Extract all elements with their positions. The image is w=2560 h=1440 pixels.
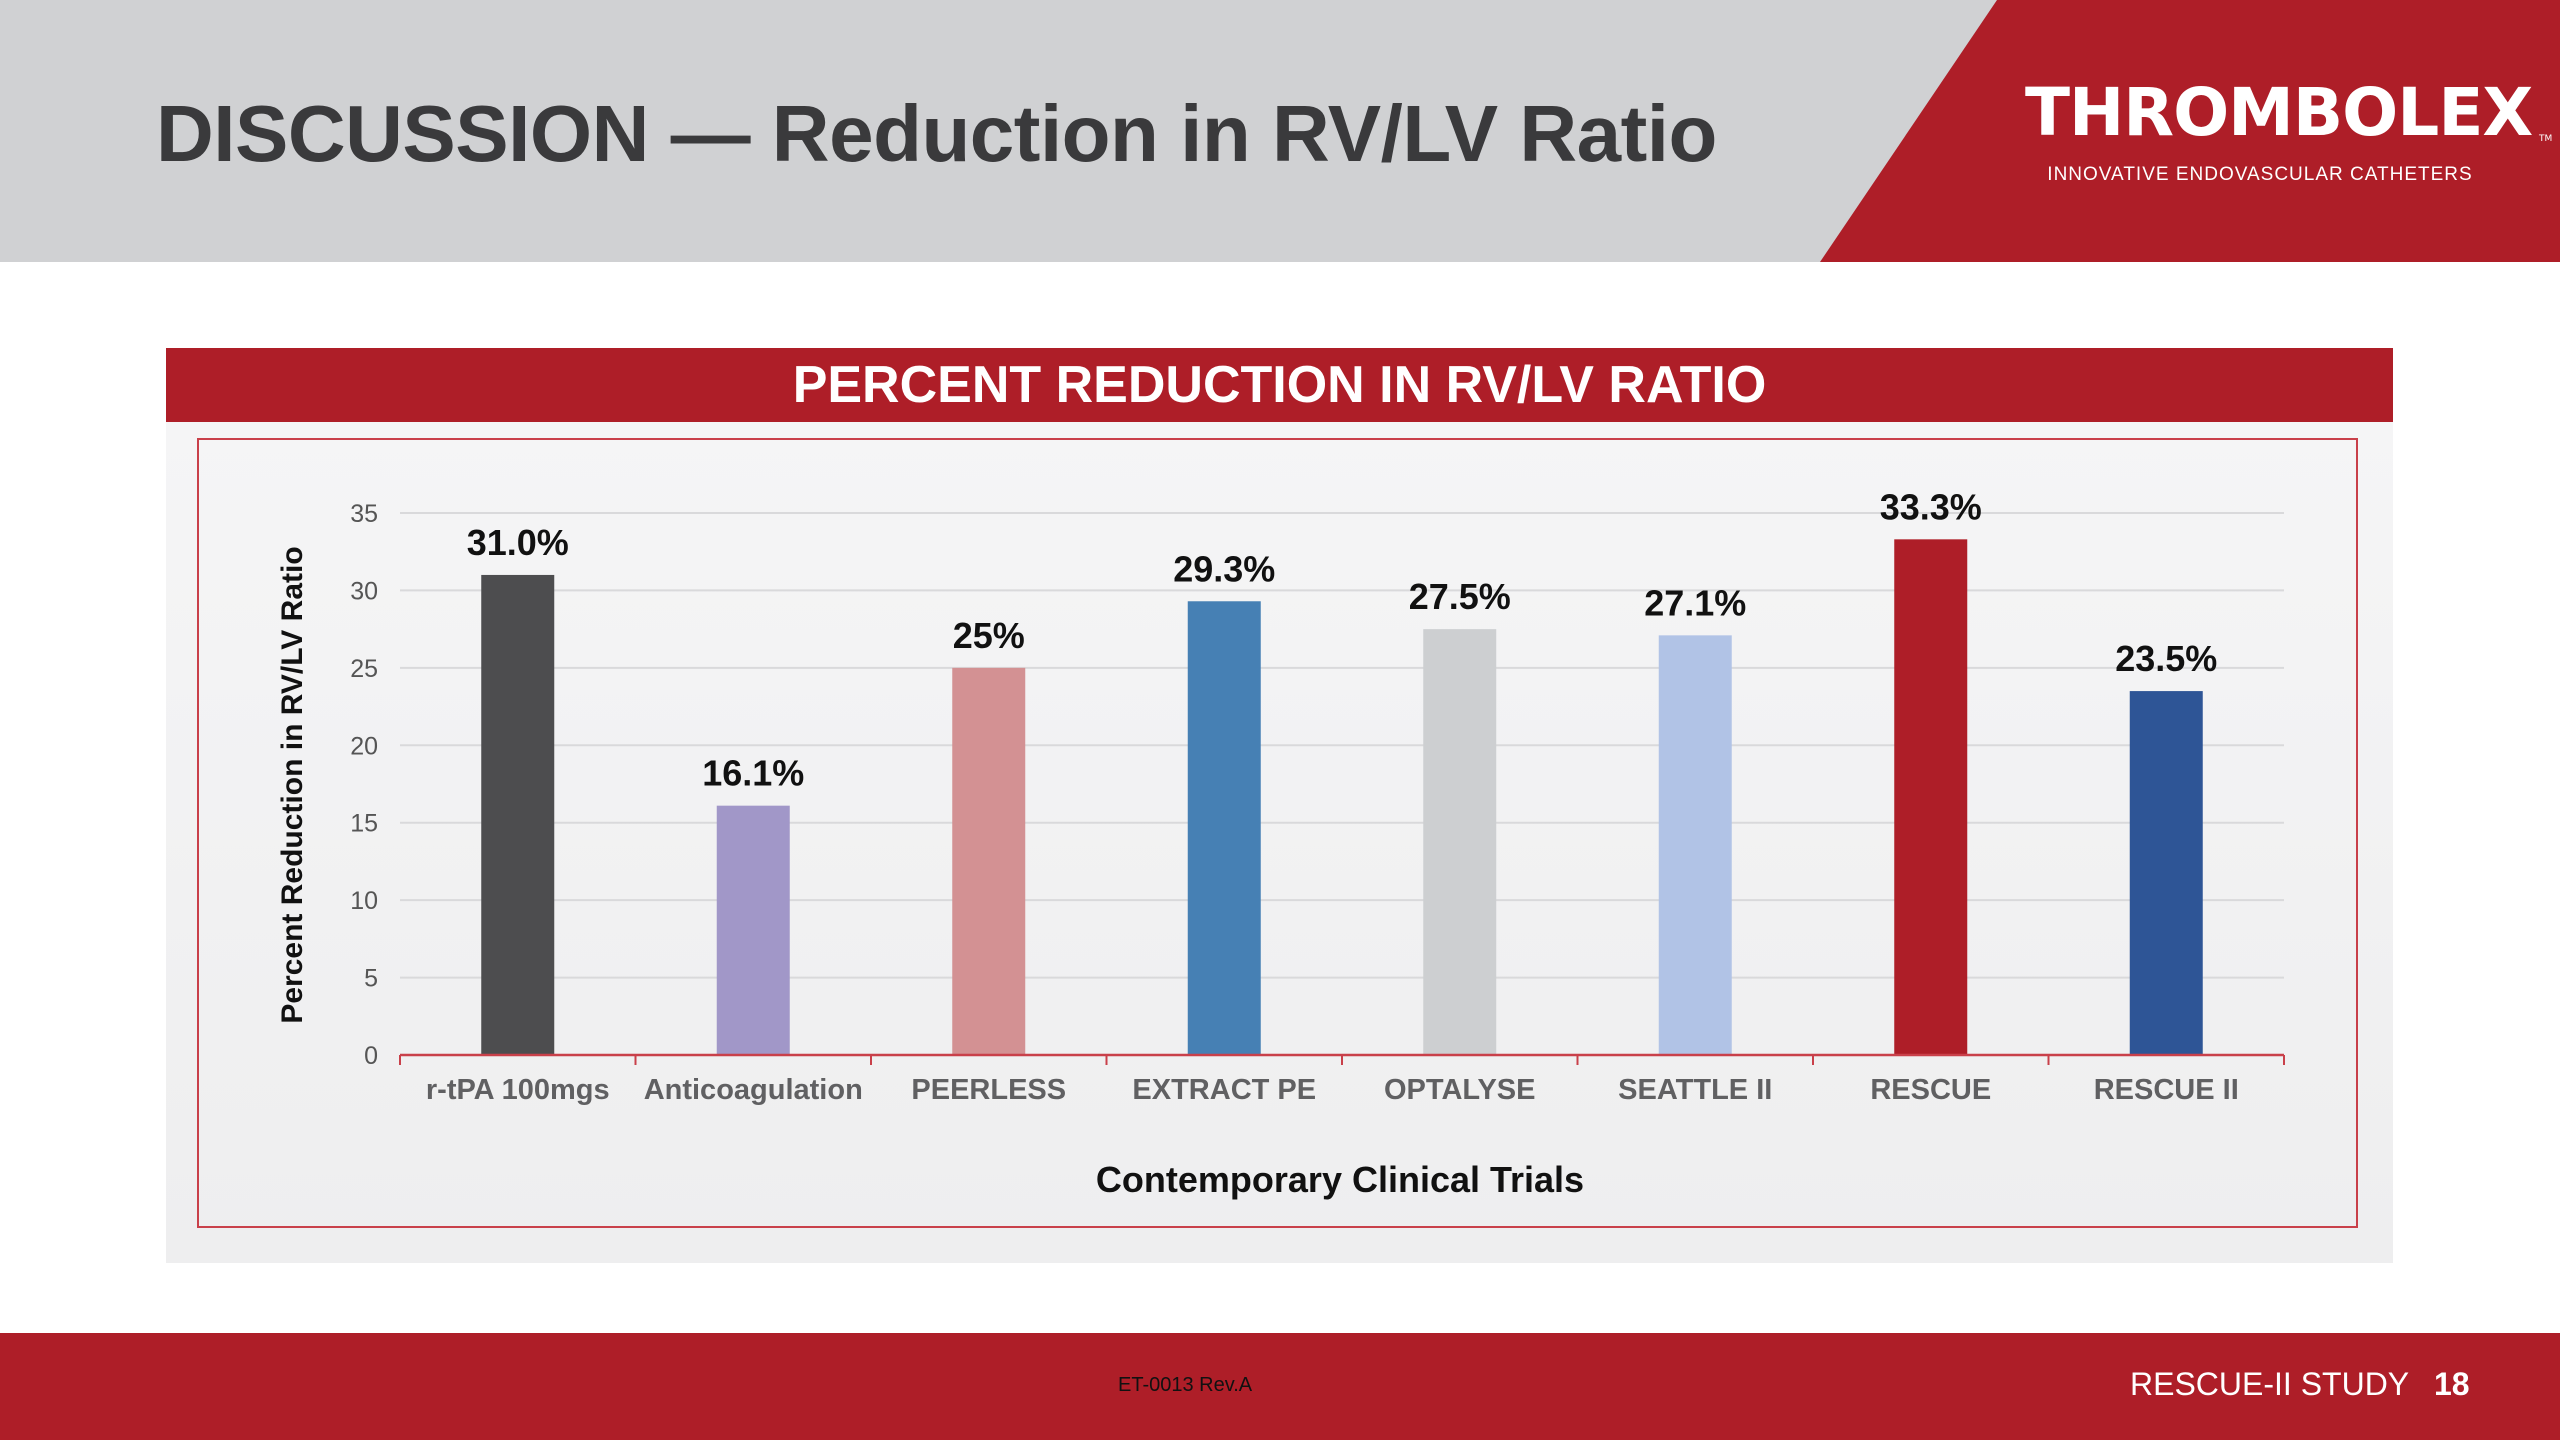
data-label: 25%	[953, 615, 1025, 656]
y-tick-label: 25	[350, 655, 378, 683]
y-tick-label: 10	[350, 887, 378, 915]
study-name: RESCUE-II STUDY	[2130, 1366, 2410, 1402]
data-label: 27.1%	[1644, 582, 1746, 623]
company-logo: THROMBOLEX TM INNOVATIVE ENDOVASCULAR CAT…	[2025, 80, 2552, 186]
chart-title: PERCENT REDUCTION IN RV/LV RATIO	[166, 348, 2393, 422]
bar	[1423, 629, 1497, 1055]
data-label: 33.3%	[1880, 486, 1982, 527]
logo-wordmark: THROMBOLEX TM	[2025, 80, 2552, 146]
bar	[1658, 635, 1732, 1055]
data-labels: 31.0% 16.1% 25% 29.3% 27.5% 27.1% 33.3% 23.5%	[467, 486, 2218, 793]
x-tick-label: RESCUE II	[2094, 1074, 2239, 1106]
x-tick-label: EXTRACT PE	[1132, 1074, 1316, 1106]
bar	[2129, 691, 2203, 1055]
gridlines	[400, 512, 2284, 979]
y-tick-labels: 0 5 10 15 20 25 30 35	[350, 500, 378, 1070]
bar	[952, 667, 1026, 1055]
bars	[481, 539, 2203, 1055]
chart-frame	[197, 438, 2358, 1228]
x-axis	[399, 1053, 2285, 1065]
footer-bar	[0, 1333, 2560, 1440]
x-tick-label: RESCUE	[1870, 1074, 1991, 1106]
document-id: ET-0013 Rev.A	[1118, 1374, 1253, 1396]
page-number: 18	[2434, 1366, 2470, 1402]
y-tick-label: 15	[350, 810, 378, 838]
logo-trademark: TM	[2539, 134, 2553, 144]
x-tick-label: Anticoagulation	[644, 1074, 863, 1106]
data-label: 23.5%	[2115, 638, 2217, 679]
y-axis-label: Percent Reduction in RV/LV Ratio	[276, 546, 309, 1023]
y-tick-label: 20	[350, 732, 378, 760]
bar	[1187, 601, 1261, 1055]
y-tick-label: 30	[350, 577, 378, 605]
x-tick-label: OPTALYSE	[1384, 1074, 1536, 1106]
data-label: 27.5%	[1409, 576, 1511, 617]
x-tick-label: SEATTLE II	[1618, 1074, 1772, 1106]
bar	[1894, 539, 1968, 1055]
data-label: 31.0%	[467, 522, 569, 563]
y-tick-label: 0	[364, 1042, 378, 1070]
x-axis-label: Contemporary Clinical Trials	[1096, 1159, 1584, 1200]
x-tick-labels: r-tPA 100mgs Anticoagulation PEERLESS EXTRA…	[426, 1074, 2239, 1106]
logo-tagline: INNOVATIVE ENDOVASCULAR CATHETERS	[2047, 164, 2473, 185]
logo-name-text: THROMBOLEX	[2025, 74, 2533, 151]
y-tick-label: 5	[364, 965, 378, 993]
bar	[716, 805, 790, 1055]
header-red-parallelogram	[1820, 0, 2560, 262]
slide-title: DISCUSSION — Reduction in RV/LV Ratio	[156, 89, 1717, 178]
x-tick-label: PEERLESS	[911, 1074, 1066, 1106]
header-accent	[1820, 0, 2560, 262]
bar	[481, 574, 555, 1055]
y-tick-label: 35	[350, 500, 378, 528]
data-label: 16.1%	[702, 753, 804, 794]
x-tick-label: r-tPA 100mgs	[426, 1074, 610, 1106]
data-label: 29.3%	[1173, 548, 1275, 589]
